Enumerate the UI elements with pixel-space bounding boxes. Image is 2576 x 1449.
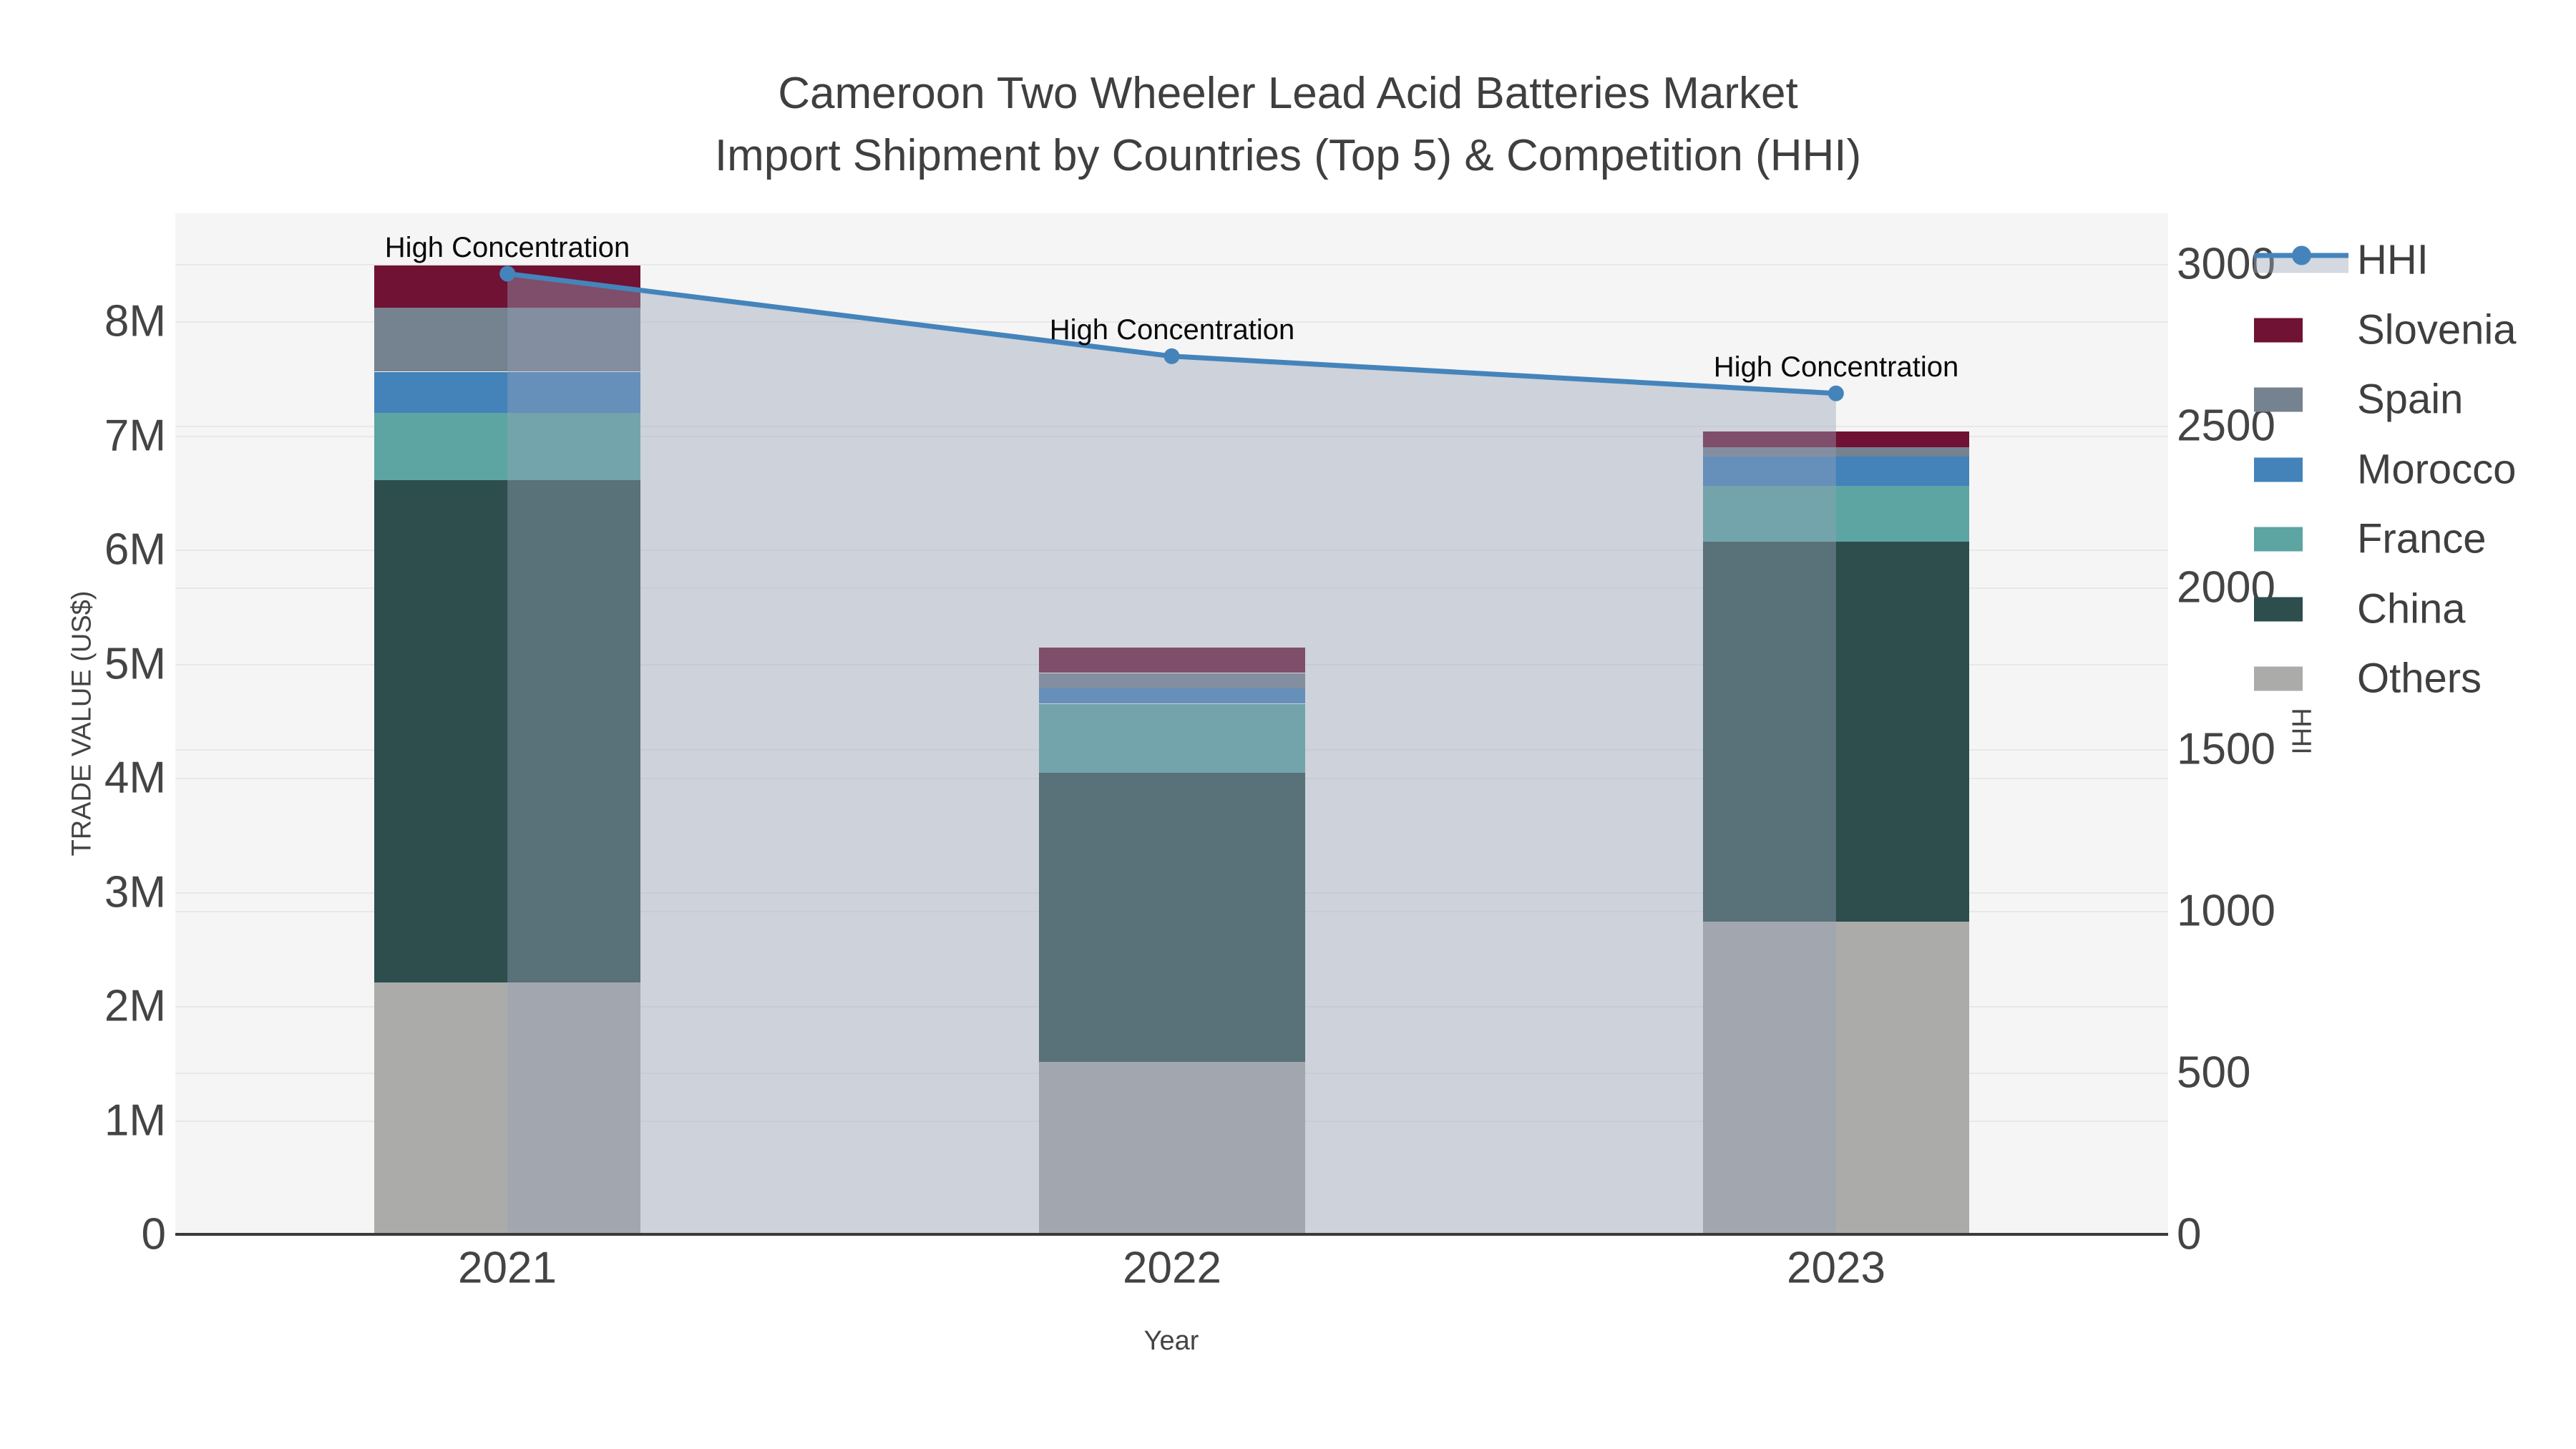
legend-item-france[interactable]: France (2254, 515, 2487, 563)
legend-swatch-china (2254, 597, 2303, 621)
legend-label-spain: Spain (2357, 376, 2464, 423)
y-left-tick-0: 0 (141, 1209, 166, 1259)
y-left-tick-3M: 3M (104, 867, 166, 917)
y-right-tick-1000: 1000 (2177, 886, 2275, 936)
bar-segment-others-2022 (1039, 1062, 1305, 1234)
bar-segment-slovenia-2023 (1703, 431, 1969, 447)
legend-item-slovenia[interactable]: Slovenia (2254, 306, 2516, 354)
y-left-tick-5M: 5M (104, 639, 166, 689)
legend-item-morocco[interactable]: Morocco (2254, 446, 2516, 494)
bar-segment-china-2021 (374, 480, 640, 982)
bar-segment-spain-2021 (374, 308, 640, 371)
legend-item-others[interactable]: Others (2254, 655, 2482, 703)
bar-segment-others-2023 (1703, 922, 1969, 1234)
gridline-right-2500 (175, 426, 2168, 427)
y-left-tick-2M: 2M (104, 981, 166, 1031)
y-right-tick-0: 0 (2177, 1209, 2202, 1259)
annotation-high-concentration-2022: High Concentration (1049, 314, 1295, 346)
bar-segment-china-2022 (1039, 772, 1305, 1062)
bar-segment-france-2021 (374, 413, 640, 480)
y-left-tick-7M: 7M (104, 411, 166, 461)
gridline-left-7M (175, 436, 2168, 437)
legend-label-hhi: HHI (2357, 236, 2429, 283)
y-right-tick-500: 500 (2177, 1048, 2251, 1098)
legend-swatch-spain (2254, 387, 2303, 411)
bar-segment-morocco-2023 (1703, 457, 1969, 486)
y-right-axis-title: HHI (2285, 708, 2316, 755)
bar-segment-morocco-2022 (1039, 688, 1305, 703)
y-left-tick-8M: 8M (104, 296, 166, 346)
bar-segment-china-2023 (1703, 542, 1969, 922)
legend-label-others: Others (2357, 655, 2482, 702)
annotation-high-concentration-2021: High Concentration (384, 232, 630, 263)
y-left-tick-4M: 4M (104, 753, 166, 803)
legend-swatch-france (2254, 527, 2303, 551)
x-tick-2021: 2021 (458, 1243, 557, 1293)
chart-title-line2: Import Shipment by Countries (Top 5) & C… (714, 131, 1862, 180)
gridline-right-3000 (175, 264, 2168, 265)
chart-title-line1: Cameroon Two Wheeler Lead Acid Batteries… (778, 69, 1798, 118)
bar-segment-france-2023 (1703, 486, 1969, 542)
legend-hhi-line-icon (2254, 245, 2348, 274)
x-tick-2023: 2023 (1787, 1243, 1885, 1293)
legend-swatch-slovenia (2254, 318, 2303, 342)
y-left-axis-title: TRADE VALUE (US$) (67, 590, 97, 857)
gridline-right-2000 (175, 587, 2168, 589)
legend-label-france: France (2357, 515, 2487, 562)
bar-segment-others-2021 (374, 982, 640, 1234)
legend-label-morocco: Morocco (2357, 446, 2517, 493)
bar-segment-morocco-2021 (374, 372, 640, 413)
y-right-tick-1500: 1500 (2177, 724, 2275, 774)
legend-label-slovenia: Slovenia (2357, 306, 2517, 353)
annotation-high-concentration-2023: High Concentration (1713, 351, 1959, 383)
legend-label-china: China (2357, 585, 2466, 633)
x-axis-line (175, 1233, 2168, 1236)
legend-item-china[interactable]: China (2254, 585, 2466, 633)
legend-item-spain[interactable]: Spain (2254, 376, 2463, 424)
bar-segment-spain-2022 (1039, 673, 1305, 688)
y-left-tick-6M: 6M (104, 525, 166, 575)
bar-segment-france-2022 (1039, 704, 1305, 773)
bar-segment-slovenia-2021 (374, 265, 640, 308)
x-axis-title: Year (1143, 1326, 1199, 1356)
y-right-tick-3000: 3000 (2177, 239, 2275, 289)
y-left-tick-1M: 1M (104, 1096, 166, 1146)
x-tick-2022: 2022 (1123, 1243, 1221, 1293)
gridline-left-6M (175, 550, 2168, 551)
legend-swatch-others (2254, 666, 2303, 691)
legend-swatch-morocco (2254, 457, 2303, 482)
bar-segment-spain-2023 (1703, 447, 1969, 457)
legend-item-hhi[interactable]: HHI (2254, 236, 2429, 284)
bar-segment-slovenia-2022 (1039, 648, 1305, 673)
